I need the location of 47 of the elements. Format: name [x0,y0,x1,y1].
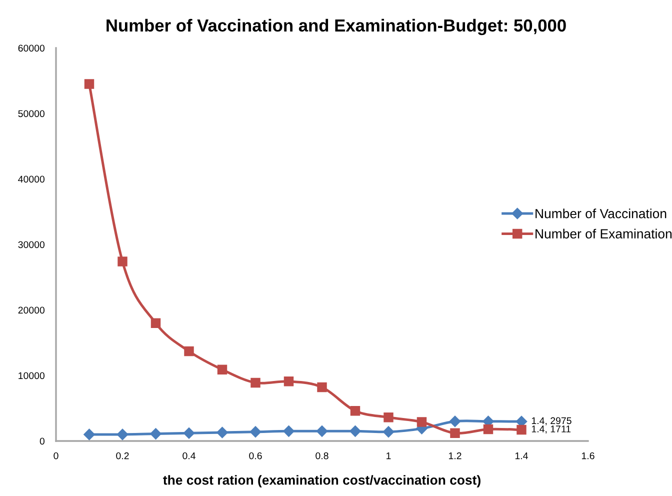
point [284,376,294,386]
point [183,428,195,439]
point [217,364,228,374]
x-tick-label: 1 [386,452,391,460]
y-tick-label: 20000 [18,306,45,314]
point [250,426,262,438]
point [150,318,161,328]
x-tick-label: 0.8 [316,452,328,460]
y-tick-label: 60000 [18,44,45,52]
point [416,417,427,427]
chart-title: Number of Vaccination and Examination-Budget: 50,000 [106,18,566,36]
point [449,416,461,427]
point [350,406,360,416]
x-tick-label: 0.4 [182,452,196,460]
point [384,412,394,422]
x-tick-label: 0 [54,452,58,460]
point [116,428,128,440]
x-tick-label: 1.6 [582,452,594,460]
x-tick-label: 0.6 [249,452,262,460]
point [483,424,494,434]
point [84,428,95,440]
point [382,426,394,438]
y-tick-label: 0 [40,438,45,445]
point [283,426,294,437]
legend-label: Number of Examination [536,228,672,238]
x-axis-title: the cost ration (examination cost/vaccination cost) [163,475,480,488]
point [316,426,328,437]
data-label: 1.4, 1711 [532,426,571,434]
point [84,79,94,89]
legend-label: Number of Vaccination [536,208,666,218]
point [350,426,361,437]
point [317,382,327,392]
data-label: 1.4, 2975 [532,417,572,426]
point [118,256,128,266]
point [516,424,526,435]
x-tick-label: 1.4 [515,452,528,460]
point [250,378,260,388]
point [450,428,460,438]
y-tick-label: 30000 [18,241,45,248]
point [150,428,162,440]
y-tick-label: 40000 [18,176,45,183]
y-tick-label: 10000 [18,372,45,380]
x-tick-label: 0.2 [116,452,129,460]
x-tick-label: 1.2 [448,452,462,460]
point [216,426,228,438]
point [184,346,194,356]
y-tick-label: 50000 [18,110,45,118]
